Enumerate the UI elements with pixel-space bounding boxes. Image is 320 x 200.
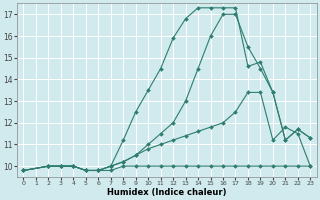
X-axis label: Humidex (Indice chaleur): Humidex (Indice chaleur): [107, 188, 227, 197]
